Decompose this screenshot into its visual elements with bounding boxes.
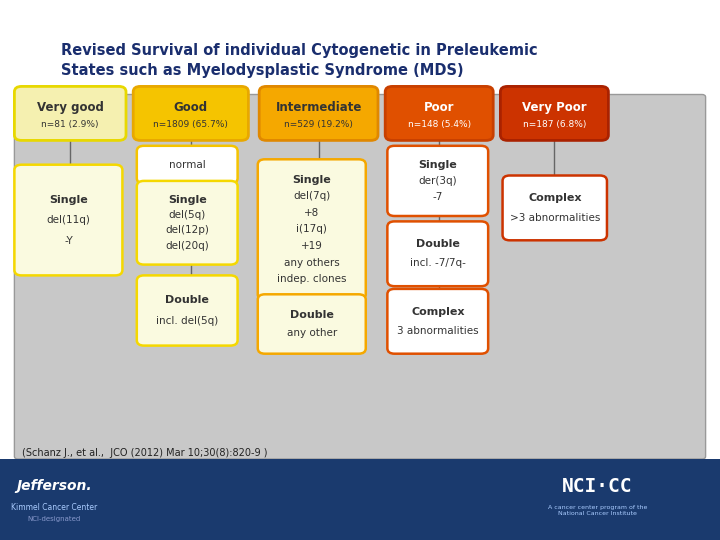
Text: Kimmel Cancer Center: Kimmel Cancer Center bbox=[11, 503, 97, 512]
Bar bbox=[0, 459, 720, 540]
FancyBboxPatch shape bbox=[259, 86, 378, 140]
FancyBboxPatch shape bbox=[385, 86, 493, 140]
Text: Single: Single bbox=[292, 174, 331, 185]
Text: del(5q): del(5q) bbox=[168, 210, 206, 220]
Text: any others: any others bbox=[284, 258, 340, 268]
Text: n=529 (19.2%): n=529 (19.2%) bbox=[284, 120, 353, 129]
Text: -Y: -Y bbox=[64, 235, 73, 246]
Text: Very good: Very good bbox=[37, 101, 104, 114]
Text: normal: normal bbox=[168, 160, 206, 170]
Text: A cancer center program of the
National Cancer Institute: A cancer center program of the National … bbox=[548, 505, 647, 516]
Text: any other: any other bbox=[287, 328, 337, 338]
FancyBboxPatch shape bbox=[14, 165, 122, 275]
Text: NCI-designated: NCI-designated bbox=[27, 516, 81, 523]
Text: -7: -7 bbox=[433, 192, 443, 201]
Text: indep. clones: indep. clones bbox=[277, 274, 346, 285]
Text: n=81 (2.9%): n=81 (2.9%) bbox=[42, 120, 99, 129]
FancyBboxPatch shape bbox=[387, 289, 488, 354]
FancyBboxPatch shape bbox=[387, 221, 488, 286]
FancyBboxPatch shape bbox=[133, 86, 248, 140]
FancyBboxPatch shape bbox=[503, 176, 607, 240]
Text: Good: Good bbox=[174, 101, 208, 114]
FancyBboxPatch shape bbox=[258, 159, 366, 300]
Text: incl. -7/7q-: incl. -7/7q- bbox=[410, 259, 466, 268]
Text: Single: Single bbox=[168, 195, 207, 205]
Text: i(17q): i(17q) bbox=[297, 225, 327, 234]
Text: Single: Single bbox=[49, 194, 88, 205]
Text: Jefferson.: Jefferson. bbox=[16, 479, 92, 493]
FancyBboxPatch shape bbox=[500, 86, 608, 140]
Text: Double: Double bbox=[416, 239, 459, 249]
Text: Double: Double bbox=[290, 310, 333, 320]
Text: del(7q): del(7q) bbox=[293, 191, 330, 201]
FancyBboxPatch shape bbox=[137, 275, 238, 346]
Text: +8: +8 bbox=[304, 208, 320, 218]
Text: Complex: Complex bbox=[528, 193, 582, 203]
FancyBboxPatch shape bbox=[14, 86, 126, 140]
FancyBboxPatch shape bbox=[258, 294, 366, 354]
Text: incl. del(5q): incl. del(5q) bbox=[156, 316, 218, 326]
FancyBboxPatch shape bbox=[387, 146, 488, 216]
Text: del(11q): del(11q) bbox=[47, 215, 90, 225]
Text: Poor: Poor bbox=[424, 101, 454, 114]
Text: Revised Survival of individual Cytogenetic in Preleukemic
States such as Myelody: Revised Survival of individual Cytogenet… bbox=[61, 43, 538, 78]
Text: del(12p): del(12p) bbox=[166, 225, 209, 235]
Text: Intermediate: Intermediate bbox=[276, 101, 361, 114]
Text: NCI·CC: NCI·CC bbox=[562, 476, 633, 496]
Text: (Schanz J., et al.,  JCO (2012) Mar 10;30(8):820-9 ): (Schanz J., et al., JCO (2012) Mar 10;30… bbox=[22, 448, 267, 458]
Text: n=1809 (65.7%): n=1809 (65.7%) bbox=[153, 120, 228, 129]
Text: n=148 (5.4%): n=148 (5.4%) bbox=[408, 120, 471, 129]
FancyBboxPatch shape bbox=[137, 146, 238, 184]
Text: 3 abnormalities: 3 abnormalities bbox=[397, 326, 479, 336]
Text: Double: Double bbox=[166, 295, 209, 305]
Text: del(20q): del(20q) bbox=[166, 240, 209, 251]
Text: >3 abnormalities: >3 abnormalities bbox=[510, 213, 600, 222]
Text: Complex: Complex bbox=[411, 307, 464, 316]
Text: Very Poor: Very Poor bbox=[522, 101, 587, 114]
Text: Single: Single bbox=[418, 160, 457, 170]
FancyBboxPatch shape bbox=[137, 181, 238, 265]
Text: der(3q): der(3q) bbox=[418, 176, 457, 186]
Text: n=187 (6.8%): n=187 (6.8%) bbox=[523, 120, 586, 129]
FancyBboxPatch shape bbox=[14, 94, 706, 459]
Text: +19: +19 bbox=[301, 241, 323, 251]
